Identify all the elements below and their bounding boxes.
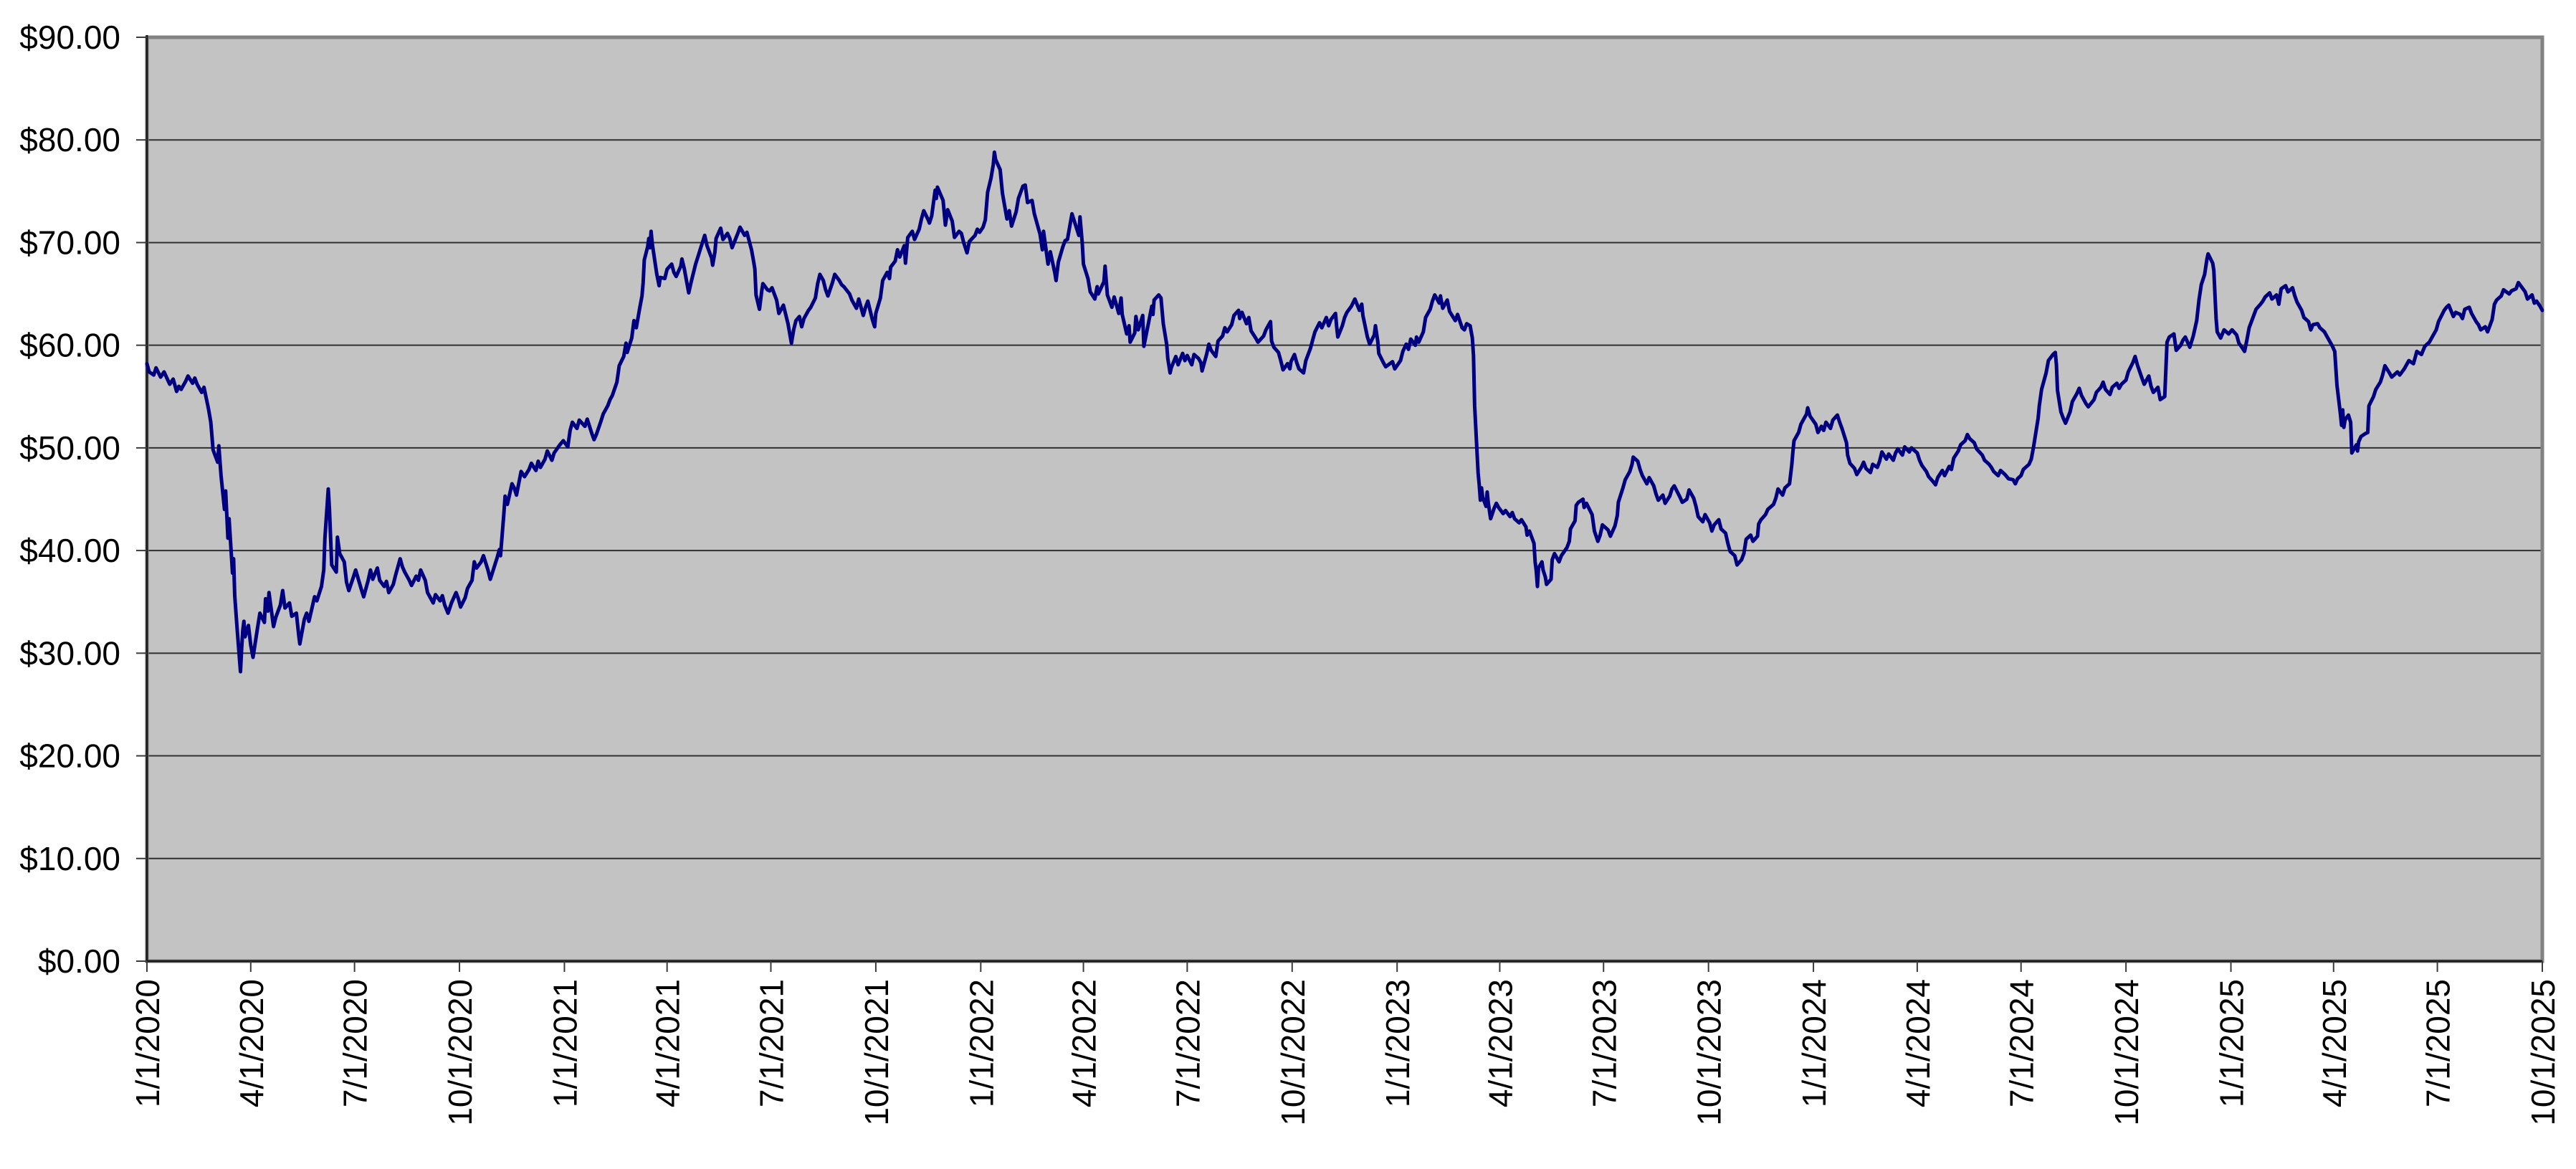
x-axis-label: 10/1/2024	[2108, 979, 2145, 1126]
x-axis-label: 10/1/2021	[858, 979, 895, 1126]
x-axis-label: 1/1/2022	[963, 979, 1000, 1107]
y-axis-label: $70.00	[19, 224, 120, 261]
x-axis-label: 4/1/2022	[1066, 979, 1103, 1107]
x-axis-label: 1/1/2024	[1795, 979, 1833, 1107]
x-axis-label: 4/1/2020	[233, 979, 270, 1107]
x-axis-label: 7/1/2021	[753, 979, 791, 1107]
y-axis-label: $10.00	[19, 840, 120, 877]
x-axis-label: 1/1/2023	[1379, 979, 1416, 1107]
x-axis-label: 7/1/2025	[2420, 979, 2457, 1107]
y-axis-label: $20.00	[19, 738, 120, 775]
plot-area	[147, 37, 2542, 961]
y-axis-label: $90.00	[19, 19, 120, 56]
x-axis-label: 7/1/2020	[337, 979, 374, 1107]
x-axis-label: 4/1/2023	[1482, 979, 1519, 1107]
x-axis-label: 1/1/2021	[546, 979, 583, 1107]
price-series-line	[145, 150, 2544, 674]
y-axis-label: $60.00	[19, 327, 120, 364]
x-axis-label: 4/1/2021	[649, 979, 687, 1107]
x-axis-label: 7/1/2023	[1585, 979, 1623, 1107]
x-axis-label: 1/1/2020	[129, 979, 166, 1107]
y-axis-label: $50.00	[19, 429, 120, 467]
y-axis-label: $30.00	[19, 634, 120, 672]
x-axis-label: 10/1/2023	[1691, 979, 1728, 1126]
y-axis-label: $40.00	[19, 532, 120, 569]
x-axis-label: 7/1/2024	[2003, 979, 2041, 1107]
x-axis-label: 7/1/2022	[1169, 979, 1206, 1107]
x-axis-label: 4/1/2024	[1899, 979, 1937, 1107]
y-axis-label: $80.00	[19, 121, 120, 158]
x-axis-label: 10/1/2025	[2524, 979, 2562, 1126]
y-axis-label: $0.00	[38, 943, 120, 980]
x-axis-label: 10/1/2020	[442, 979, 479, 1126]
x-axis-label: 10/1/2022	[1274, 979, 1312, 1126]
x-axis-label: 1/1/2025	[2213, 979, 2251, 1107]
x-axis-label: 4/1/2025	[2316, 979, 2353, 1107]
